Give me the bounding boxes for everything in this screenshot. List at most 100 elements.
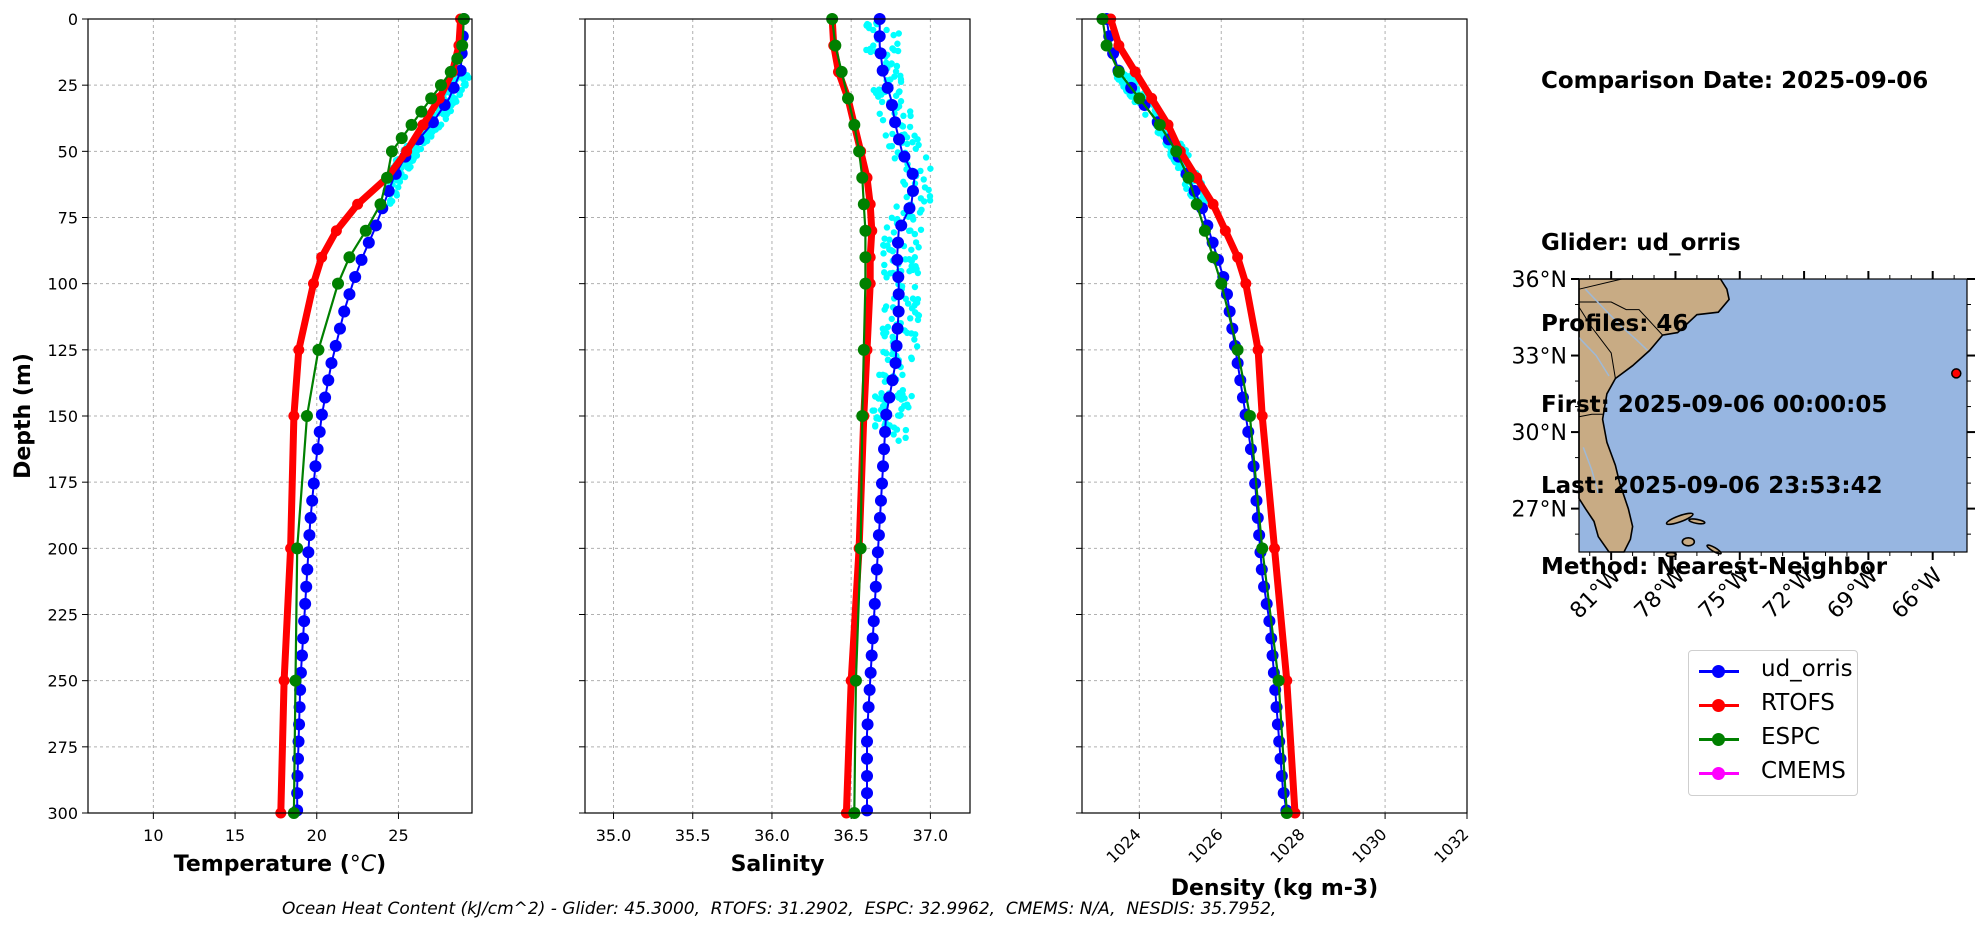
- scatter-point: [905, 227, 913, 235]
- series-marker-espc: [859, 251, 872, 264]
- x-tick-label: 35.0: [596, 826, 632, 845]
- series-marker-rtofs: [1256, 410, 1268, 422]
- series-marker-espc: [1170, 145, 1183, 158]
- scatter-point: [427, 132, 435, 140]
- series-line-rtofs: [1107, 17, 1299, 814]
- x-axis-label: Salinity: [731, 852, 825, 877]
- scatter-point: [900, 112, 907, 120]
- scatter-point: [890, 431, 897, 438]
- series-marker-ud_orris: [1275, 769, 1288, 782]
- series-marker-espc: [395, 132, 408, 145]
- scatter-point: [888, 315, 895, 323]
- series-marker-espc: [289, 674, 302, 687]
- series-marker-rtofs: [1232, 251, 1244, 263]
- series-marker-rtofs: [1219, 225, 1231, 237]
- scatter-point: [900, 402, 908, 410]
- series-marker-espc: [1272, 674, 1285, 687]
- legend-marker: [1712, 665, 1725, 678]
- series-marker-ud_orris: [861, 735, 874, 748]
- y-tick-label: 25: [58, 76, 78, 95]
- scatter-point: [889, 247, 897, 255]
- scatter-point: [917, 167, 924, 175]
- legend-label: CMEMS: [1761, 758, 1846, 784]
- panel-data: [826, 13, 934, 819]
- scatter-point: [878, 98, 886, 106]
- series-marker-ud_orris: [447, 81, 460, 94]
- scatter-point: [404, 164, 411, 171]
- scatter-point: [897, 78, 905, 86]
- series-marker-espc: [835, 65, 848, 78]
- scatter-point: [883, 224, 891, 231]
- info-panel: Comparison Date: 2025-09-06 Glider: ud_o…: [1541, 14, 1928, 608]
- first-time: First: 2025-09-06 00:00:05: [1541, 392, 1888, 418]
- series-marker-ud_orris: [369, 219, 382, 232]
- series-marker-ud_orris: [325, 357, 338, 370]
- series-marker-espc: [1112, 65, 1125, 78]
- series-marker-ud_orris: [343, 288, 356, 301]
- scatter-point: [903, 193, 910, 201]
- scatter-point: [880, 250, 887, 257]
- scatter-point: [881, 261, 888, 269]
- scatter-point: [922, 154, 930, 161]
- series-marker-ud_orris: [1263, 615, 1276, 628]
- y-tick-label: 275: [47, 738, 78, 757]
- map-island: [1681, 536, 1696, 547]
- map-land: [1578, 278, 1730, 553]
- series-marker-rtofs: [1129, 66, 1141, 78]
- series-marker-ud_orris: [892, 305, 905, 318]
- series-marker-ud_orris: [891, 253, 904, 266]
- scatter-point: [902, 295, 910, 303]
- series-marker-ud_orris: [880, 408, 893, 421]
- series-marker-ud_orris: [868, 597, 881, 610]
- scatter-point: [886, 236, 893, 243]
- lat-tick-label: 33°N: [1512, 345, 1567, 370]
- series-marker-ud_orris: [355, 253, 368, 266]
- y-tick-label: 0: [68, 10, 78, 29]
- series-marker-espc: [374, 198, 387, 211]
- series-marker-ud_orris: [873, 511, 886, 524]
- scatter-point: [878, 389, 885, 397]
- series-marker-espc: [1182, 171, 1195, 184]
- series-marker-ud_orris: [315, 408, 328, 421]
- series-marker-ud_orris: [879, 425, 892, 438]
- series-marker-rtofs: [417, 119, 429, 131]
- series-marker-espc: [405, 118, 418, 131]
- series-marker-ud_orris: [303, 529, 316, 542]
- series-marker-ud_orris: [1265, 632, 1278, 645]
- scatter-point: [881, 235, 888, 242]
- scatter-point: [917, 226, 925, 233]
- scatter-point: [872, 422, 879, 429]
- series-marker-ud_orris: [349, 271, 362, 284]
- scatter-point: [908, 330, 915, 337]
- scatter-point: [423, 137, 431, 145]
- scatter-point: [873, 415, 880, 422]
- series-marker-espc: [291, 542, 304, 555]
- series-marker-ud_orris: [333, 322, 346, 335]
- scatter-point: [883, 26, 890, 34]
- series-marker-rtofs: [352, 198, 364, 210]
- series-marker-ud_orris: [864, 666, 877, 679]
- x-tick-label: 37.0: [913, 826, 949, 845]
- scatter-point: [912, 239, 920, 246]
- scatter-point: [911, 132, 918, 139]
- x-axis-label: Temperature (°C): [174, 852, 386, 877]
- scatter-point: [889, 333, 896, 340]
- scatter-point: [875, 93, 882, 100]
- series-marker-rtofs: [1269, 542, 1280, 554]
- series-marker-ud_orris: [892, 271, 905, 284]
- series-marker-ud_orris: [906, 185, 919, 198]
- scatter-point: [413, 152, 421, 159]
- scatter-point: [913, 343, 921, 350]
- legend-item-espc: ESPC: [1689, 722, 1857, 756]
- series-marker-ud_orris: [301, 563, 314, 576]
- x-axis-label: Density (kg m-3): [1171, 876, 1379, 901]
- scatter-point: [909, 213, 916, 221]
- y-tick-label: 225: [47, 606, 78, 625]
- series-marker-ud_orris: [903, 202, 916, 215]
- series-marker-ud_orris: [297, 632, 310, 645]
- y-tick-label: 75: [58, 209, 78, 228]
- scatter-point: [895, 394, 902, 401]
- map-island: [1688, 518, 1706, 525]
- series-marker-espc: [857, 343, 870, 356]
- scatter-point: [890, 31, 897, 39]
